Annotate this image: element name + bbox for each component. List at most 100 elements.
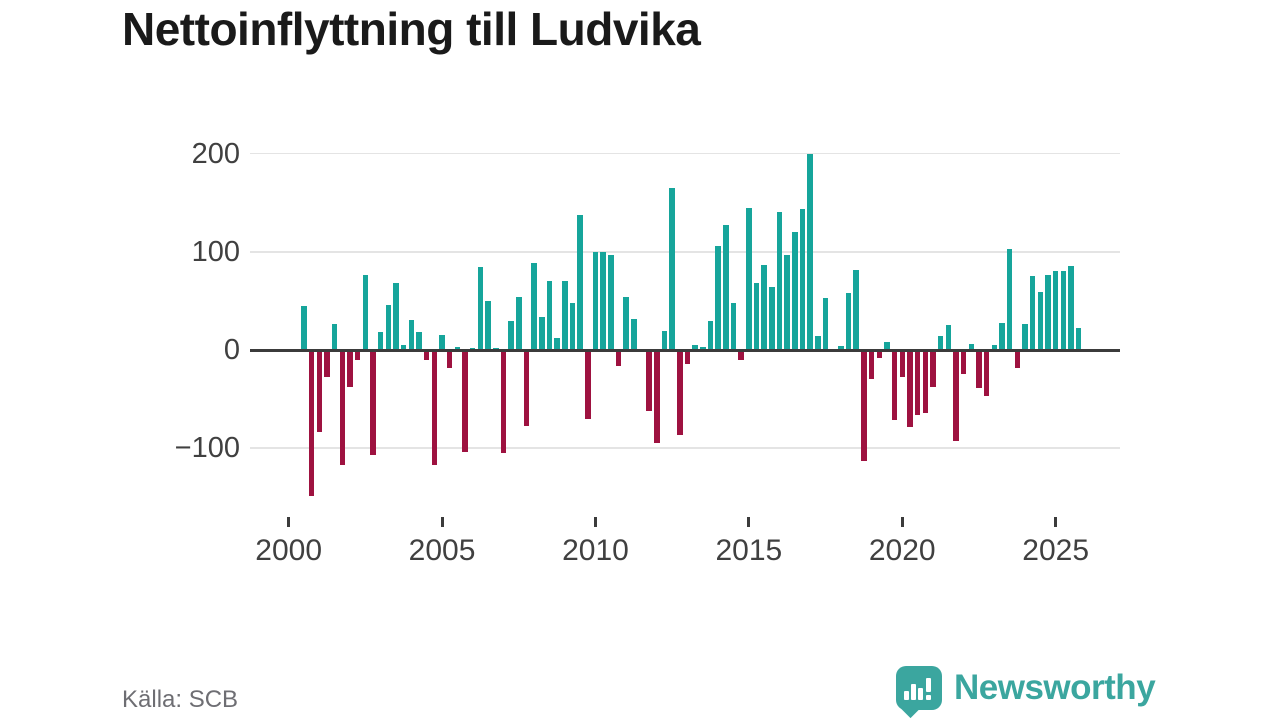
- bar: [891, 350, 898, 420]
- bar: [707, 320, 714, 350]
- bar: [792, 232, 798, 350]
- bar: [408, 319, 415, 350]
- bar: [1029, 276, 1036, 350]
- bar: [608, 254, 614, 350]
- bar: [477, 266, 484, 350]
- bar: [945, 325, 952, 350]
- logo-bar-3: [918, 688, 923, 700]
- bar: [385, 304, 392, 350]
- bar: [960, 350, 967, 374]
- bar: [508, 320, 514, 350]
- bar: [769, 287, 775, 350]
- bar: [684, 350, 691, 364]
- gridline-y--100: [250, 447, 1120, 449]
- x-tick-mark: [593, 517, 597, 527]
- bar: [569, 302, 576, 350]
- bar: [316, 350, 323, 433]
- bar: [308, 350, 315, 497]
- bar: [439, 335, 445, 350]
- bar: [983, 350, 990, 397]
- bar: [822, 297, 829, 350]
- bar: [347, 350, 353, 388]
- bar: [914, 350, 921, 415]
- bar: [393, 283, 399, 350]
- bar: [715, 245, 721, 350]
- bar: [600, 251, 606, 350]
- bar: [1075, 328, 1082, 350]
- bar: [339, 350, 346, 465]
- bar: [976, 350, 982, 389]
- bar: [523, 350, 530, 426]
- gridline-y-200: [250, 152, 1120, 155]
- bar: [1006, 248, 1013, 350]
- bar: [1068, 265, 1074, 350]
- bar: [907, 350, 913, 427]
- bar: [585, 350, 591, 419]
- bar: [922, 350, 929, 413]
- bar: [1037, 292, 1044, 350]
- bar: [968, 344, 975, 350]
- y-axis-label: 100: [191, 235, 240, 268]
- bar: [1052, 271, 1059, 350]
- bar: [753, 283, 760, 350]
- bar: [416, 332, 422, 350]
- bar: [423, 350, 430, 360]
- bar: [592, 251, 599, 350]
- x-axis-label: 2025: [1022, 534, 1090, 567]
- newsworthy-chart-bubble-icon: [896, 666, 942, 719]
- bar: [845, 293, 852, 350]
- bar: [738, 350, 744, 360]
- y-axis-label: 200: [191, 137, 240, 170]
- bar: [669, 187, 675, 350]
- bar: [730, 302, 737, 350]
- source-note: Källa: SCB: [122, 686, 239, 713]
- bar: [500, 350, 507, 454]
- brand-logo: Newsworthy: [896, 664, 1166, 719]
- bar: [868, 350, 875, 380]
- bar: [546, 281, 553, 350]
- bar: [807, 153, 813, 350]
- chart-title: Nettoinflyttning till Ludvika: [122, 3, 701, 55]
- bar: [516, 296, 522, 350]
- bar: [884, 342, 890, 350]
- bar: [324, 350, 330, 378]
- bar: [485, 300, 491, 350]
- bar: [677, 350, 683, 436]
- bar: [1014, 350, 1021, 368]
- bar: [723, 225, 729, 350]
- bar: [331, 324, 338, 350]
- bar: [370, 350, 376, 456]
- x-tick-mark: [287, 517, 291, 527]
- bar: [615, 350, 622, 366]
- bar: [815, 336, 821, 350]
- bar: [577, 215, 583, 350]
- bar: [646, 350, 652, 411]
- bar: [631, 318, 637, 350]
- bar: [623, 296, 629, 350]
- bar: [1060, 271, 1067, 350]
- bar: [531, 262, 537, 350]
- bar: [400, 345, 407, 350]
- y-axis-label: 0: [223, 334, 240, 366]
- x-axis-label: 2010: [562, 534, 629, 567]
- x-axis-label: 2020: [868, 534, 936, 567]
- x-axis-label: 2015: [715, 534, 783, 567]
- bar: [539, 316, 545, 350]
- bar: [1022, 324, 1028, 350]
- bar: [462, 350, 468, 453]
- x-tick-mark: [900, 517, 904, 527]
- y-axis-label: −100: [174, 432, 240, 465]
- gridline-y-100: [250, 251, 1120, 253]
- bar: [953, 350, 959, 442]
- bar: [354, 350, 361, 360]
- bar: [1045, 275, 1051, 350]
- x-tick-mark: [747, 517, 751, 527]
- bar: [838, 346, 844, 350]
- bar: [446, 350, 453, 368]
- logo-bar-2: [911, 684, 916, 700]
- brand-name: Newsworthy: [954, 668, 1156, 707]
- bar: [784, 254, 790, 350]
- bar: [861, 350, 867, 461]
- bar: [761, 264, 767, 350]
